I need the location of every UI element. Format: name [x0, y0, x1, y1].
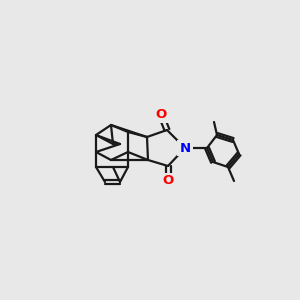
Text: O: O [162, 175, 174, 188]
Text: O: O [155, 109, 167, 122]
Text: N: N [179, 142, 191, 154]
